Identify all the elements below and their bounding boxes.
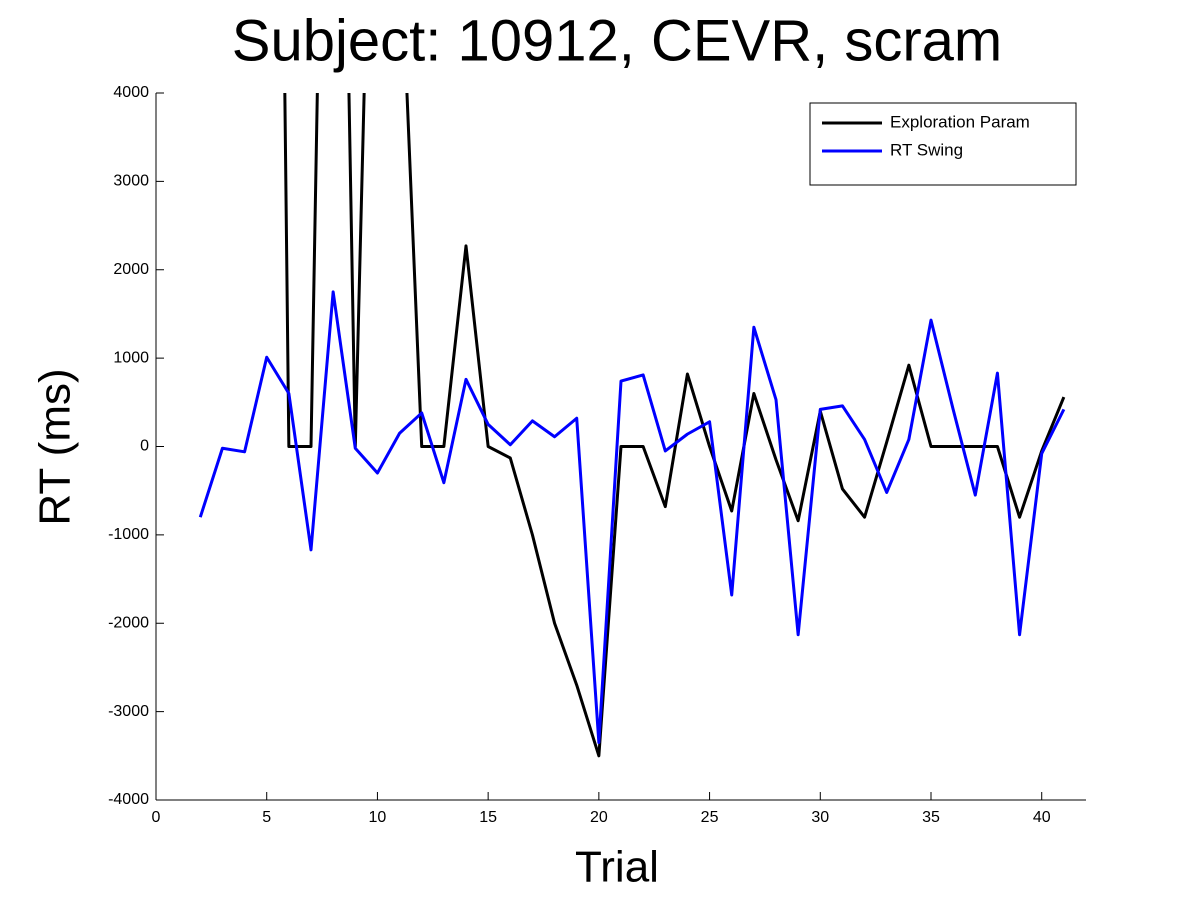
x-tick-label: 20 [590,809,608,826]
y-tick-label: 0 [140,438,149,455]
x-tick-label: 25 [701,809,719,826]
x-tick-label: 35 [922,809,940,826]
x-tick-label: 10 [369,809,387,826]
y-tick-label: 3000 [113,173,149,190]
y-axis-label: RT (ms) [31,368,80,525]
y-tick-label: -3000 [108,703,149,720]
plot-area [198,93,1066,758]
legend-label: RT Swing [890,140,963,159]
x-tick-label: 0 [152,809,161,826]
legend-label: Exploration Param [890,112,1030,131]
x-tick-label: 15 [479,809,497,826]
data-line [198,290,1066,745]
y-tick-label: -4000 [108,791,149,808]
y-tick-label: 1000 [113,349,149,366]
y-tick-label: -1000 [108,526,149,543]
y-tick-label: -2000 [108,614,149,631]
x-axis-label: Trial [575,843,659,892]
x-tick-label: 5 [262,809,271,826]
x-tick-label: 30 [811,809,829,826]
x-tick-label: 40 [1033,809,1051,826]
legend-box [809,102,1077,186]
y-tick-label: 4000 [113,84,149,101]
chart-title: Subject: 10912, CEVR, scram [232,8,1002,73]
data-line [283,93,1066,758]
y-tick-label: 2000 [113,261,149,278]
